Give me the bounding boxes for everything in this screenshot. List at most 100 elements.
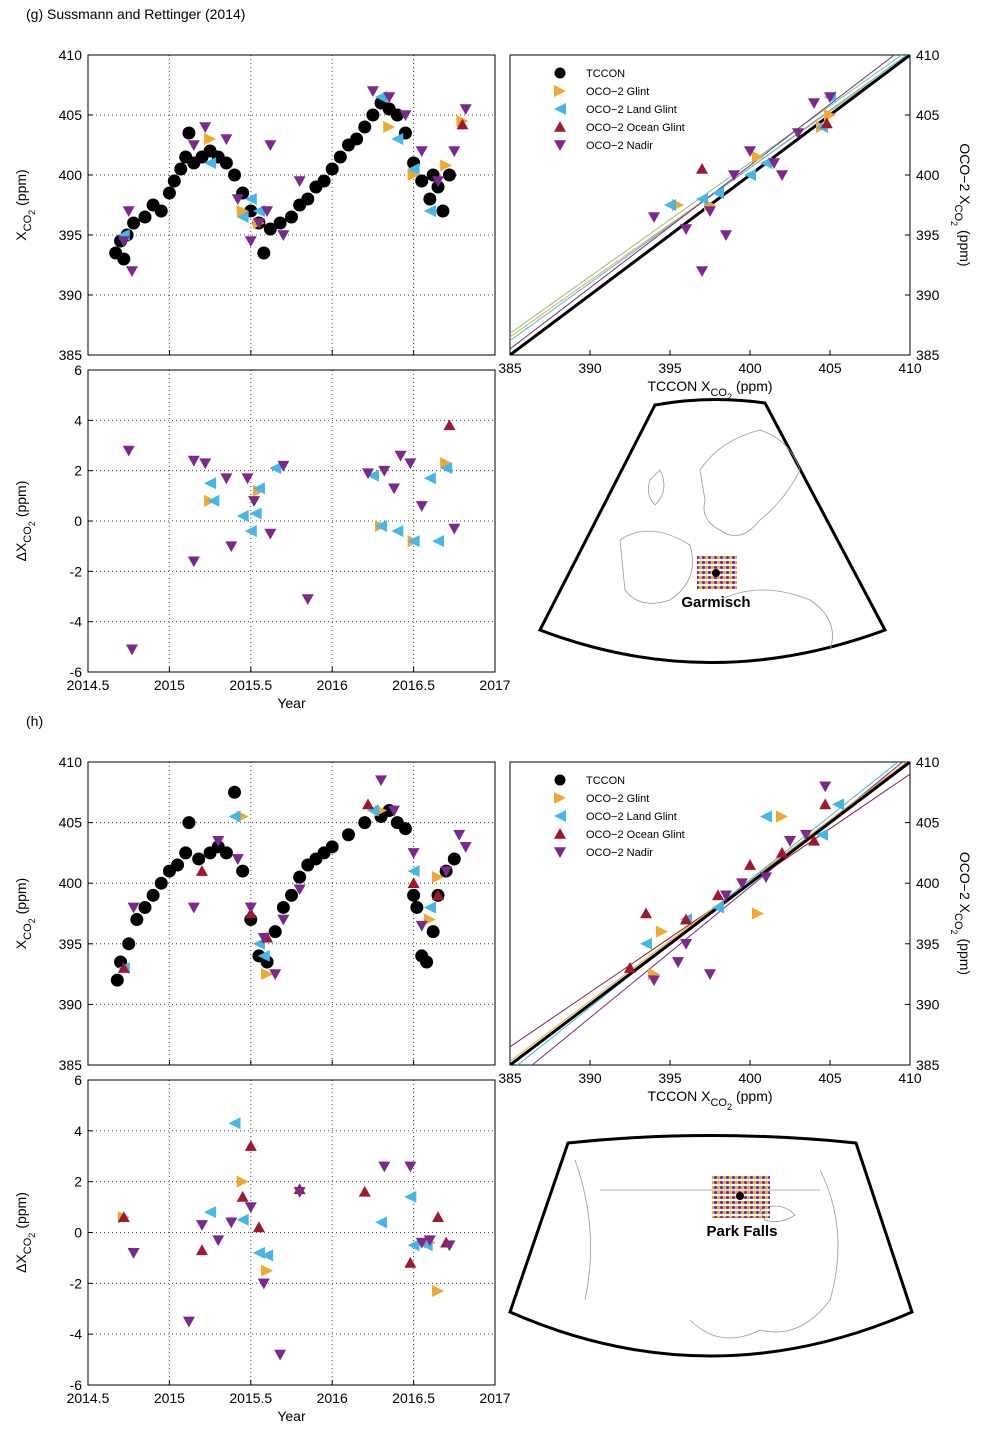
point	[819, 781, 832, 793]
axis-label-part: (ppm)	[13, 878, 29, 915]
point	[447, 852, 461, 866]
y-tick-label: 405	[59, 815, 83, 831]
point	[440, 866, 453, 878]
point	[358, 816, 372, 830]
legend-label: TCCON	[586, 775, 625, 787]
y-tick-label: 0	[74, 1225, 82, 1241]
point	[171, 858, 185, 872]
legend-label: OCO−2 Ocean Glint	[586, 122, 685, 134]
point	[554, 85, 566, 97]
y-tick-label: 4	[74, 412, 82, 428]
x-tick-label: 2015	[154, 1390, 185, 1406]
axis-label-part: Year	[277, 695, 306, 711]
axis-label: ΔXCO2 (ppm)	[13, 481, 37, 562]
point	[415, 501, 428, 512]
point	[269, 462, 282, 475]
point	[554, 828, 566, 839]
point	[375, 91, 388, 103]
point	[252, 205, 265, 217]
point	[204, 157, 217, 169]
axis-label-part: Year	[277, 1408, 306, 1424]
axis-label-part: 2	[949, 221, 959, 226]
point	[378, 1161, 391, 1173]
point	[252, 937, 265, 950]
point	[293, 870, 307, 884]
point	[383, 92, 396, 103]
axis-label-part: ΔX	[13, 542, 29, 561]
point	[672, 957, 684, 968]
map-north-america: Park Falls	[508, 1134, 914, 1358]
point	[407, 1239, 420, 1252]
axis-label-part: CO	[22, 214, 34, 231]
point	[432, 871, 445, 884]
point	[154, 876, 168, 890]
plot-frame	[509, 54, 911, 356]
point	[212, 1235, 225, 1247]
point	[388, 805, 401, 817]
y-tick-label: 2	[74, 1174, 82, 1190]
axis-label-part: 2	[27, 521, 37, 526]
point	[358, 120, 372, 134]
point	[824, 92, 836, 103]
axis-label-part: CO	[952, 913, 964, 930]
point	[204, 1206, 217, 1219]
point	[712, 889, 724, 901]
point	[760, 810, 772, 823]
point	[257, 949, 270, 962]
point	[252, 1246, 265, 1259]
point	[146, 888, 160, 902]
point	[252, 482, 265, 495]
point	[680, 913, 692, 925]
point	[436, 204, 450, 218]
point	[264, 528, 277, 540]
y-tick-label: -6	[70, 664, 83, 680]
point	[640, 907, 652, 919]
axis-label-part: 2	[727, 1102, 732, 1112]
point	[174, 162, 188, 176]
x-tick-label: 2016.5	[392, 677, 435, 693]
point	[117, 236, 130, 247]
axis-label-part: TCCON X	[647, 1088, 711, 1104]
point	[257, 932, 270, 944]
axis-label-part: (ppm)	[957, 939, 973, 976]
y-tick-label: 400	[916, 875, 940, 891]
y-tick-label: 0	[74, 513, 82, 529]
point	[680, 224, 692, 235]
point	[728, 170, 740, 181]
axis-label-part: (ppm)	[736, 378, 773, 394]
point	[179, 846, 193, 860]
point	[383, 121, 396, 133]
axis-label-part: 2	[27, 210, 37, 215]
axis-label-part: CO	[22, 1237, 34, 1254]
point	[228, 168, 242, 182]
axis-label-part: 2	[727, 392, 732, 402]
point	[554, 140, 566, 151]
y-tick-label: 400	[916, 167, 940, 183]
axis-label-part: 2	[27, 918, 37, 923]
y-tick-label: 395	[916, 936, 940, 952]
point	[448, 146, 461, 157]
point	[261, 968, 274, 981]
point	[423, 472, 436, 485]
point	[195, 865, 208, 876]
axis-label: TCCON XCO2 (ppm)	[647, 378, 772, 402]
point	[192, 852, 206, 866]
y-tick-label: 400	[59, 167, 83, 183]
point	[362, 798, 375, 810]
x-tick-label: 2015.5	[229, 677, 272, 693]
x-tick-label: 405	[818, 360, 842, 376]
point	[440, 462, 453, 475]
y-tick-label: 390	[916, 996, 940, 1012]
point	[269, 969, 282, 981]
point	[704, 969, 716, 981]
y-tick-label: 395	[59, 227, 83, 243]
point	[167, 174, 181, 188]
axis-label: TCCON XCO2 (ppm)	[647, 1088, 772, 1112]
point	[432, 889, 445, 901]
point	[125, 644, 138, 656]
point	[415, 146, 428, 157]
axis-label-part: CO	[952, 205, 964, 222]
point	[648, 975, 660, 987]
point	[404, 1161, 417, 1173]
point	[432, 176, 445, 187]
